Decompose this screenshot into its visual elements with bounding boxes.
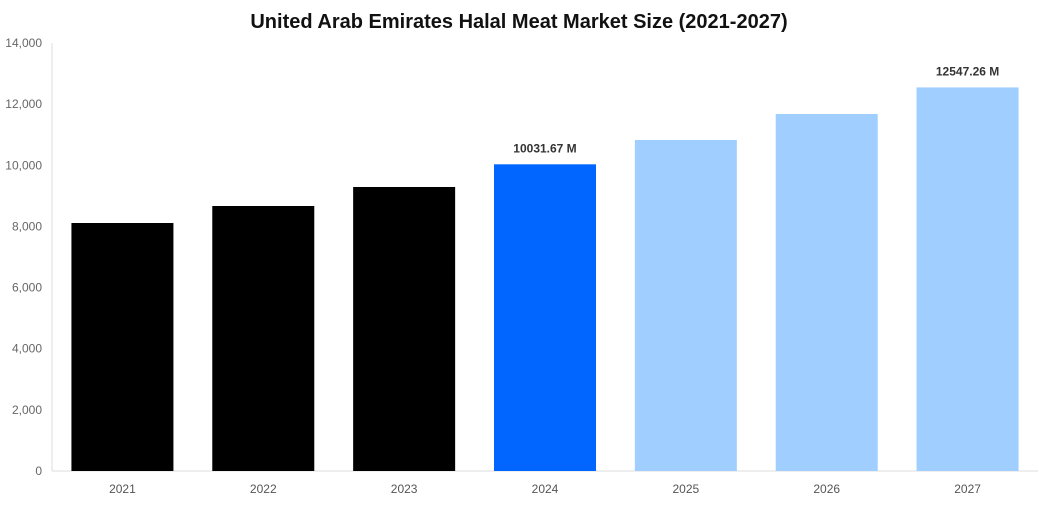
y-tick-label: 14,000 [5,36,42,50]
bar-2027 [916,87,1019,471]
bar-2021 [71,223,174,471]
x-tick-label: 2026 [813,482,840,496]
x-tick-label: 2021 [109,482,136,496]
y-tick-label: 8,000 [12,219,42,233]
data-label: 12547.26 M [936,64,999,78]
bar-2024 [494,164,596,472]
y-tick-label: 4,000 [12,342,42,356]
y-tick-label: 10,000 [5,158,42,172]
bar-2026 [775,113,878,472]
bar-2022 [212,206,315,472]
y-tick-label: 12,000 [5,97,42,111]
chart-title: United Arab Emirates Halal Meat Market S… [250,11,787,33]
x-tick-label: 2024 [532,482,559,496]
x-tick-label: 2027 [954,482,981,496]
y-tick-label: 6,000 [12,281,42,295]
x-tick-label: 2022 [250,482,277,496]
x-tick-label: 2023 [391,482,418,496]
x-tick-label: 2025 [673,482,700,496]
bar-2023 [353,186,456,471]
bar-2025 [634,139,737,471]
y-tick-label: 0 [35,464,42,478]
y-tick-label: 2,000 [12,403,42,417]
data-label: 10031.67 M [513,141,576,155]
